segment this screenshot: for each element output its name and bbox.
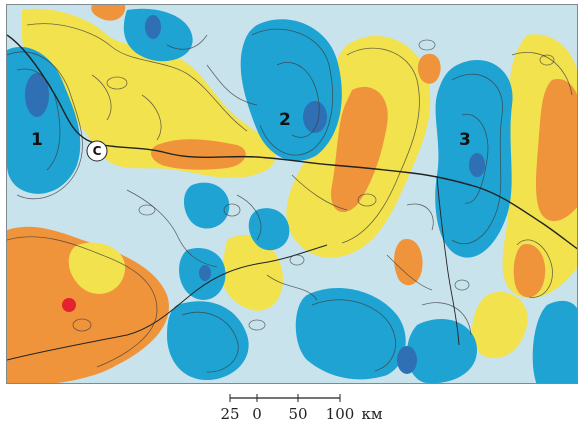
contour-map: С 1 2 3	[7, 5, 577, 383]
scale-label-25: 25	[220, 405, 239, 423]
contour-lines	[7, 23, 573, 373]
orange-high-east-south	[513, 244, 546, 298]
orange-high-north-small	[91, 5, 126, 21]
scale-label-50: 50	[288, 405, 307, 423]
road-branch	[436, 175, 460, 346]
region-label-1: 1	[31, 130, 43, 150]
blue-low-2	[303, 101, 327, 133]
orange-high-south-center	[394, 239, 423, 286]
region-label-2: 2	[279, 110, 291, 130]
yellow-zone-left-mid	[68, 242, 126, 294]
blue-zone-south	[167, 301, 249, 380]
blue-zone-south-east	[406, 319, 477, 383]
blue-zone-west-mid	[183, 182, 230, 229]
scale-unit: км	[361, 405, 382, 423]
orange-high-center-small	[417, 53, 441, 84]
red-peak	[62, 298, 76, 312]
blue-low-mid	[199, 265, 211, 281]
blue-low-north	[145, 15, 161, 39]
blue-zone-south-center	[295, 287, 406, 380]
secondary-road	[7, 244, 328, 361]
closed-contours	[72, 39, 555, 332]
blue-low-south	[397, 346, 417, 374]
main-road	[7, 34, 577, 250]
orange-high-ridge-north	[150, 139, 246, 170]
orange-high-left-small	[34, 258, 63, 290]
blue-zone-small-center	[248, 208, 290, 251]
blue-low-3	[469, 153, 485, 177]
circle-marker	[86, 140, 108, 162]
blue-zone-1	[7, 46, 81, 194]
scale-bar: 25 0 50 100 км	[220, 394, 383, 423]
region-label-3: 3	[459, 130, 471, 150]
scale-label-100: 100	[326, 405, 355, 423]
orange-high-east	[536, 79, 577, 222]
yellow-zone-northwest	[22, 8, 276, 178]
blue-zone-east-edge	[532, 300, 577, 383]
scale-label-0: 0	[252, 405, 262, 423]
circle-marker-label: С	[93, 144, 102, 158]
blue-low-1	[25, 73, 49, 117]
yellow-zone-southeast	[471, 291, 528, 359]
yellow-zone-south	[221, 234, 283, 311]
map-frame: С 1 2 3	[6, 4, 578, 384]
orange-high-ridge-center	[331, 86, 388, 213]
